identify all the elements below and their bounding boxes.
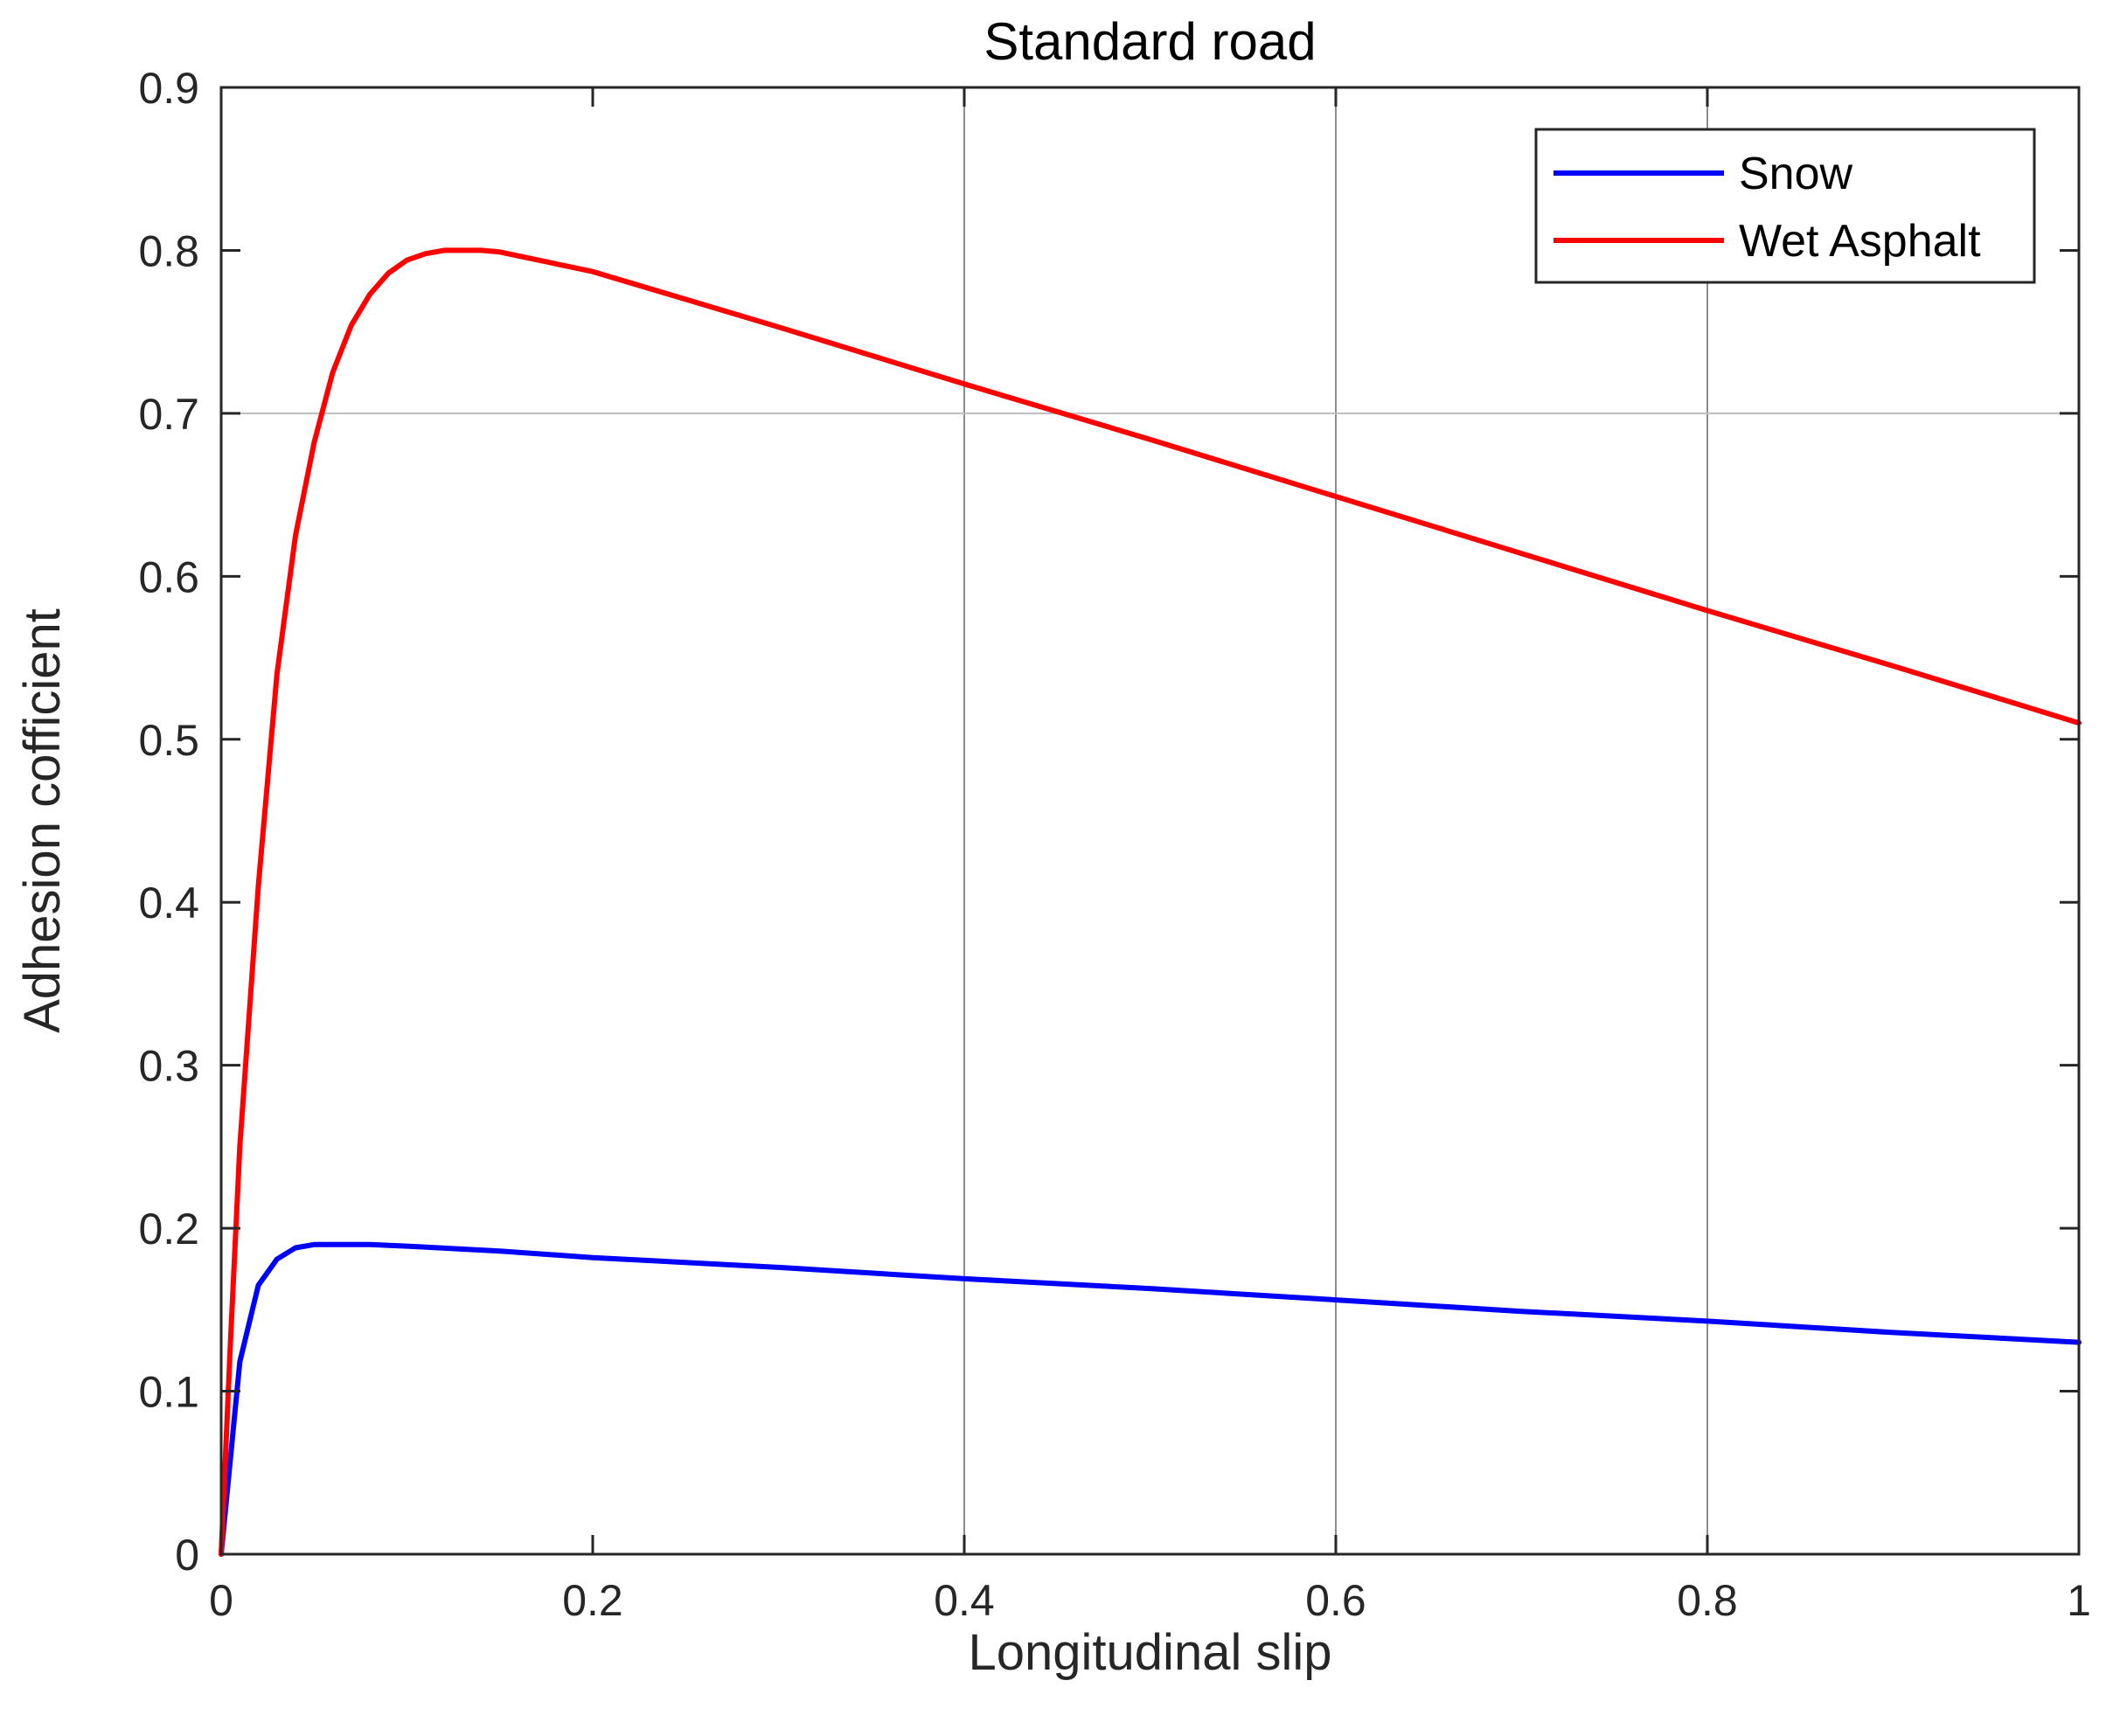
- y-tick-label: 0.6: [138, 552, 199, 601]
- x-tick-label: 0.8: [1677, 1576, 1738, 1625]
- x-tick-label: 1: [2067, 1576, 2091, 1625]
- series-line-wet-asphalt: [219, 247, 2082, 1557]
- y-tick-label: 0.7: [138, 390, 199, 439]
- x-tick-label: 0.6: [1305, 1576, 1366, 1625]
- y-tick-label: 0.2: [138, 1205, 199, 1253]
- x-tick-label: 0.4: [934, 1576, 995, 1625]
- y-tick-label: 0: [175, 1531, 199, 1580]
- x-tick-labels: 0 0.2 0.4 0.6 0.8 1: [209, 1576, 2091, 1625]
- x-axis-title: Longitudinal slip: [969, 1624, 1332, 1681]
- series-line-snow: [219, 1241, 2082, 1557]
- y-tick-label: 0.9: [138, 64, 199, 113]
- legend-box: [1534, 128, 2036, 284]
- legend: Snow Wet Asphalt: [1534, 128, 2036, 284]
- legend-label: Wet Asphalt: [1739, 216, 1981, 267]
- y-tick-label: 0.1: [138, 1368, 199, 1417]
- y-axis-title: Adhesion cofficient: [14, 608, 71, 1033]
- axes-box: [219, 86, 2081, 1556]
- y-tick-label: 0.4: [138, 878, 199, 927]
- y-tick-label: 0.5: [138, 716, 199, 765]
- y-tick-label: 0.3: [138, 1042, 199, 1091]
- chart-title: Standard road: [983, 12, 1316, 71]
- tick-marks: [219, 86, 2081, 1556]
- grid-lines: [221, 87, 2079, 1554]
- y-tick-labels: 0 0.1 0.2 0.3 0.4 0.5 0.6 0.7 0.8 0.9: [138, 64, 199, 1580]
- plot-area: [221, 87, 2079, 1554]
- y-tick-label: 0.8: [138, 226, 199, 275]
- series-layer: [219, 247, 2082, 1557]
- x-tick-label: 0.2: [562, 1576, 623, 1625]
- x-tick-label: 0: [209, 1576, 233, 1625]
- legend-label: Snow: [1739, 149, 1853, 199]
